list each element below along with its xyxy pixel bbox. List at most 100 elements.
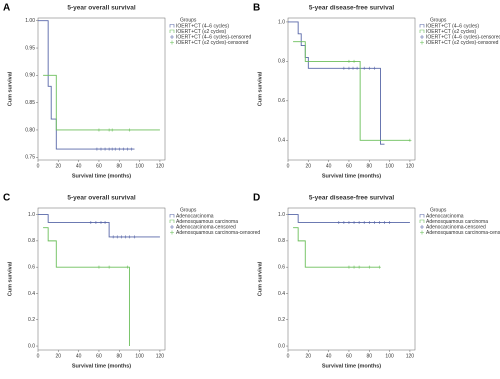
x-tick-label: 20 (56, 163, 62, 169)
censor-mark (362, 220, 366, 224)
panel-letter: D (253, 193, 260, 204)
survival-line (43, 227, 130, 347)
x-tick-label: 60 (346, 353, 352, 359)
legend-label: Adenocarcinoma-censored (426, 224, 486, 230)
legend-swatch (169, 29, 175, 33)
survival-line (293, 41, 410, 141)
y-tick-label: 0.4 (278, 138, 285, 144)
y-tick-label: 0.6 (278, 98, 285, 104)
y-tick-label: 0.6 (278, 264, 285, 270)
censor-mark (121, 147, 125, 151)
x-tick-label: 120 (406, 163, 415, 169)
survival-line (288, 21, 385, 145)
x-tick-label: 120 (156, 353, 165, 359)
legend-title: Groups (180, 207, 197, 213)
censor-mark (347, 59, 351, 63)
y-axis-label: Cum survival (257, 71, 263, 106)
censor-mark (408, 138, 412, 142)
y-tick-label: 1.0 (278, 19, 285, 25)
x-tick-label: 0 (287, 353, 290, 359)
x-tick-label: 100 (135, 163, 144, 169)
censor-mark (107, 147, 111, 151)
chart-title: 5-year overall survival (67, 5, 135, 12)
y-tick-label: 0.6 (28, 264, 35, 270)
plot-area (287, 207, 416, 351)
censor-mark (367, 220, 371, 224)
legend-swatch (419, 24, 425, 28)
censor-mark (377, 265, 381, 269)
censor-mark (119, 235, 123, 239)
censor-mark (352, 265, 356, 269)
x-axis-label: Survival time (months) (72, 173, 131, 179)
x-tick-label: 120 (406, 353, 415, 359)
censor-mark (97, 128, 101, 132)
panel-letter: C (3, 193, 10, 204)
y-axis-label: Cum survival (7, 261, 13, 296)
censor-mark (342, 220, 346, 224)
censor-mark (103, 220, 107, 224)
plot-area (287, 17, 416, 161)
censor-mark (127, 128, 131, 132)
y-tick-label: 0.95 (25, 45, 35, 51)
legend-label: IOERT+CT (≤2 cycles) (176, 29, 227, 35)
censor-mark (357, 265, 361, 269)
legend-label: Adenocarcinoma (426, 213, 464, 219)
censor-mark (125, 265, 129, 269)
x-tick-label: 60 (96, 163, 102, 169)
panel: B 5-year disease-free survival 0.4 0.6 0.8 1.… (253, 3, 500, 180)
y-axis-label: Cum survival (7, 71, 13, 106)
censor-mark (99, 220, 103, 224)
legend-label: IOERT+CT (≤2 cycles) (426, 29, 477, 35)
censor-mark (125, 147, 129, 151)
x-tick-label: 120 (156, 163, 165, 169)
censor-mark (357, 220, 361, 224)
legend-label: Adenosquamous carcinoma (426, 219, 488, 225)
censor-mark (107, 128, 111, 132)
x-tick-label: 100 (385, 353, 394, 359)
y-tick-label: 0.2 (278, 317, 285, 323)
y-tick-label: 0.0 (28, 343, 35, 349)
legend-swatch (170, 230, 174, 235)
censor-mark (97, 265, 101, 269)
censor-mark (383, 220, 387, 224)
x-tick-label: 0 (287, 163, 290, 169)
panel: A 5-year overall survival 0.75 0.80 0.85 0.90… (3, 3, 251, 180)
censor-mark (117, 147, 121, 151)
legend-label: IOERT+CT (≤2 cycles)-censored (176, 40, 249, 46)
censor-mark (388, 220, 392, 224)
x-tick-label: 40 (326, 163, 332, 169)
censor-mark (99, 147, 103, 151)
legend-label: Adenocarcinoma-censored (176, 224, 236, 230)
x-axis-label: Survival time (months) (72, 363, 131, 369)
x-tick-label: 60 (96, 353, 102, 359)
y-tick-label: 0.80 (25, 127, 35, 133)
legend-swatch (420, 230, 424, 235)
censor-mark (110, 128, 114, 132)
censor-mark (113, 147, 117, 151)
x-tick-label: 60 (346, 163, 352, 169)
legend-swatch (170, 35, 174, 39)
y-tick-label: 0.2 (28, 317, 35, 323)
censor-mark (352, 220, 356, 224)
legend-label: IOERT+CT (4–6 cycles) (176, 23, 229, 29)
censor-mark (367, 265, 371, 269)
legend-label: IOERT+CT (4–6 cycles)-censored (176, 34, 251, 40)
panel-letter: A (3, 3, 10, 14)
y-tick-label: 0.75 (25, 155, 35, 161)
legend-label: Adenosquamous carcinoma (176, 219, 238, 225)
survival-line (38, 20, 135, 150)
y-tick-label: 1.0 (28, 212, 35, 218)
y-tick-label: 1.00 (25, 18, 35, 24)
censor-mark (372, 66, 376, 70)
censor-mark (103, 147, 107, 151)
x-tick-label: 40 (76, 353, 82, 359)
legend-swatch (170, 225, 174, 229)
legend-swatch (419, 219, 425, 223)
panel: D 5-year disease-free survival 0.0 0.2 0.4 0.… (253, 193, 500, 370)
panel: C 5-year overall survival 0.0 0.2 0.4 0.6 0.8 1… (3, 193, 260, 370)
legend-swatch (169, 219, 175, 223)
legend-swatch (420, 35, 424, 39)
x-tick-label: 0 (37, 163, 40, 169)
